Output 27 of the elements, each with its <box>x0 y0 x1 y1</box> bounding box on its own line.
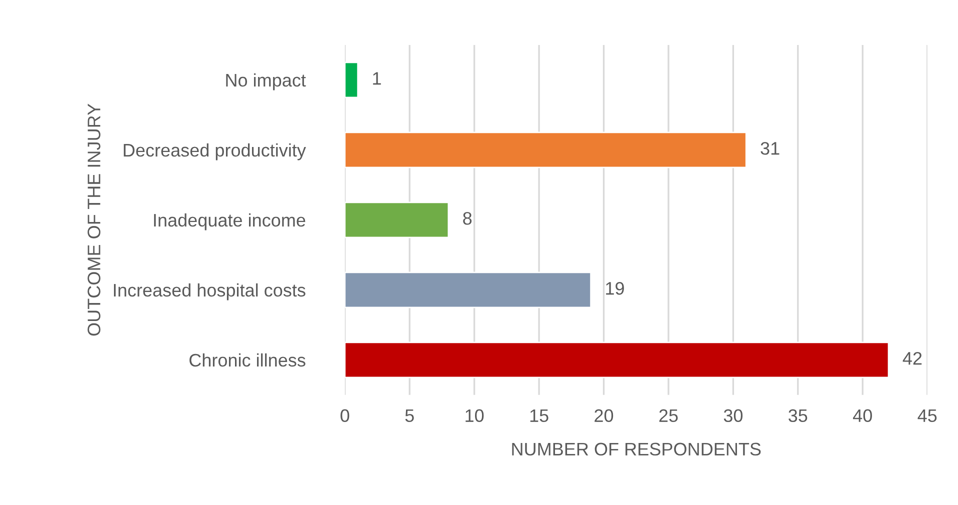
x-tick-label: 30 <box>724 409 743 422</box>
x-tick-label: 0 <box>340 409 350 422</box>
x-tick-label: 40 <box>853 409 872 422</box>
x-tick-label: 5 <box>405 409 414 422</box>
x-tick-label: 45 <box>918 409 937 422</box>
data-label: 19 <box>606 282 624 295</box>
x-tick-label: 10 <box>466 409 484 422</box>
bar <box>344 62 359 98</box>
data-label: 8 <box>463 212 472 225</box>
bar <box>344 272 592 308</box>
x-tick-label: 35 <box>788 409 808 422</box>
y-tick-label: Inadequate income <box>154 213 306 230</box>
y-tick-label: Increased hospital costs <box>114 283 306 300</box>
y-axis-title: OUTCOME OF THE INJURY <box>88 104 100 336</box>
data-label: 1 <box>373 72 381 85</box>
y-tick-label: No impact <box>226 73 306 90</box>
y-tick-label: Decreased productivity <box>124 143 306 160</box>
y-tick-label: Chronic illness <box>190 353 306 367</box>
data-label: 31 <box>760 142 780 155</box>
bar <box>344 202 450 238</box>
x-axis-title: NUMBER OF RESPONDENTS <box>512 442 761 456</box>
bar <box>344 132 747 168</box>
x-tick-label: 15 <box>530 409 548 422</box>
data-label: 42 <box>902 352 922 365</box>
bar <box>344 342 890 378</box>
x-tick-label: 20 <box>594 409 614 422</box>
x-tick-label: 25 <box>659 409 678 422</box>
